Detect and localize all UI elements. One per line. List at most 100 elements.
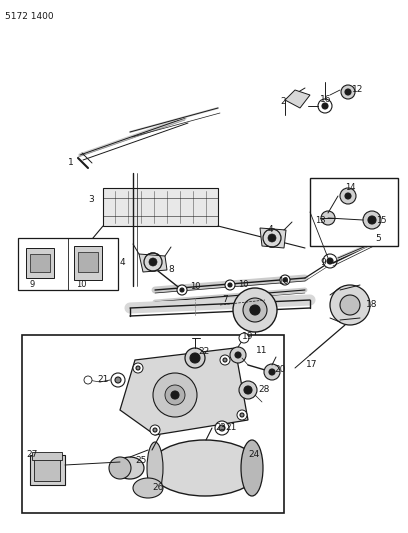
Bar: [30, 254, 50, 272]
Circle shape: [144, 253, 162, 271]
Circle shape: [233, 288, 277, 332]
Text: 17: 17: [306, 360, 317, 369]
Ellipse shape: [109, 457, 131, 479]
Circle shape: [321, 211, 335, 225]
Text: 23: 23: [215, 423, 226, 432]
Circle shape: [149, 258, 157, 266]
Circle shape: [345, 193, 351, 199]
Circle shape: [263, 229, 281, 247]
Circle shape: [153, 373, 197, 417]
Circle shape: [228, 283, 232, 287]
Circle shape: [330, 285, 370, 325]
Ellipse shape: [241, 440, 263, 496]
Text: 1: 1: [68, 158, 74, 167]
Bar: [18, 238, 118, 290]
Ellipse shape: [116, 457, 144, 479]
Bar: [26, 248, 54, 278]
Bar: [310, 178, 398, 246]
Text: 21: 21: [225, 423, 236, 432]
Circle shape: [250, 345, 260, 355]
Circle shape: [219, 425, 225, 431]
Circle shape: [323, 254, 337, 268]
Polygon shape: [120, 348, 248, 435]
Text: 15: 15: [376, 216, 386, 225]
Circle shape: [153, 428, 157, 432]
Polygon shape: [260, 228, 286, 248]
Circle shape: [240, 413, 244, 417]
Circle shape: [368, 216, 376, 224]
Circle shape: [235, 352, 241, 358]
Text: 21: 21: [97, 375, 109, 384]
Bar: [32, 452, 62, 460]
Ellipse shape: [150, 440, 260, 496]
Text: 12: 12: [352, 85, 364, 94]
Circle shape: [243, 298, 267, 322]
Bar: [30, 455, 65, 485]
Text: 10: 10: [190, 282, 200, 291]
Text: 22: 22: [198, 347, 209, 356]
Text: 7: 7: [222, 295, 228, 304]
Text: 10: 10: [76, 280, 86, 289]
Circle shape: [264, 364, 280, 380]
Text: 19: 19: [242, 332, 253, 341]
Polygon shape: [285, 90, 310, 108]
Text: 10: 10: [278, 277, 288, 286]
Ellipse shape: [133, 478, 163, 498]
Circle shape: [180, 288, 184, 292]
Text: 18: 18: [366, 300, 377, 309]
Circle shape: [225, 280, 235, 290]
Text: 9: 9: [320, 258, 326, 267]
Text: 28: 28: [258, 385, 269, 394]
Circle shape: [250, 305, 260, 315]
Text: 25: 25: [135, 456, 146, 465]
Text: 10: 10: [238, 280, 248, 289]
Bar: [103, 188, 218, 226]
Circle shape: [115, 377, 121, 383]
Circle shape: [341, 85, 355, 99]
Circle shape: [220, 355, 230, 365]
Circle shape: [239, 333, 249, 343]
Circle shape: [150, 425, 160, 435]
Circle shape: [230, 347, 246, 363]
Circle shape: [111, 373, 125, 387]
Circle shape: [171, 391, 179, 399]
Text: 20: 20: [274, 365, 285, 374]
Circle shape: [177, 285, 187, 295]
Circle shape: [340, 188, 356, 204]
Text: 2: 2: [280, 97, 286, 106]
Circle shape: [269, 369, 275, 375]
Text: 4: 4: [268, 225, 274, 234]
Circle shape: [215, 421, 229, 435]
Circle shape: [322, 103, 328, 109]
Circle shape: [318, 99, 332, 113]
Circle shape: [149, 258, 157, 266]
Ellipse shape: [147, 442, 163, 494]
Text: 11: 11: [256, 346, 268, 355]
Circle shape: [268, 234, 276, 242]
Text: 16: 16: [320, 95, 331, 104]
Circle shape: [244, 386, 252, 394]
Circle shape: [340, 295, 360, 315]
Text: 3: 3: [88, 195, 94, 204]
Text: 5: 5: [375, 234, 381, 243]
Text: 14: 14: [345, 183, 355, 192]
Circle shape: [190, 353, 200, 363]
Text: 24: 24: [248, 450, 259, 459]
Circle shape: [237, 410, 247, 420]
Text: 8: 8: [168, 265, 174, 274]
Bar: [34, 459, 60, 481]
Circle shape: [136, 366, 140, 370]
Text: 4: 4: [120, 258, 126, 267]
Text: 6: 6: [248, 306, 254, 315]
Text: 9: 9: [30, 280, 35, 289]
Circle shape: [239, 381, 257, 399]
Circle shape: [280, 275, 290, 285]
Text: 5172 1400: 5172 1400: [5, 12, 53, 21]
Circle shape: [185, 348, 205, 368]
Circle shape: [363, 211, 381, 229]
Bar: [74, 246, 102, 280]
Text: 26: 26: [152, 483, 163, 492]
Circle shape: [268, 234, 276, 242]
Polygon shape: [139, 254, 167, 272]
Bar: [22, 335, 284, 513]
